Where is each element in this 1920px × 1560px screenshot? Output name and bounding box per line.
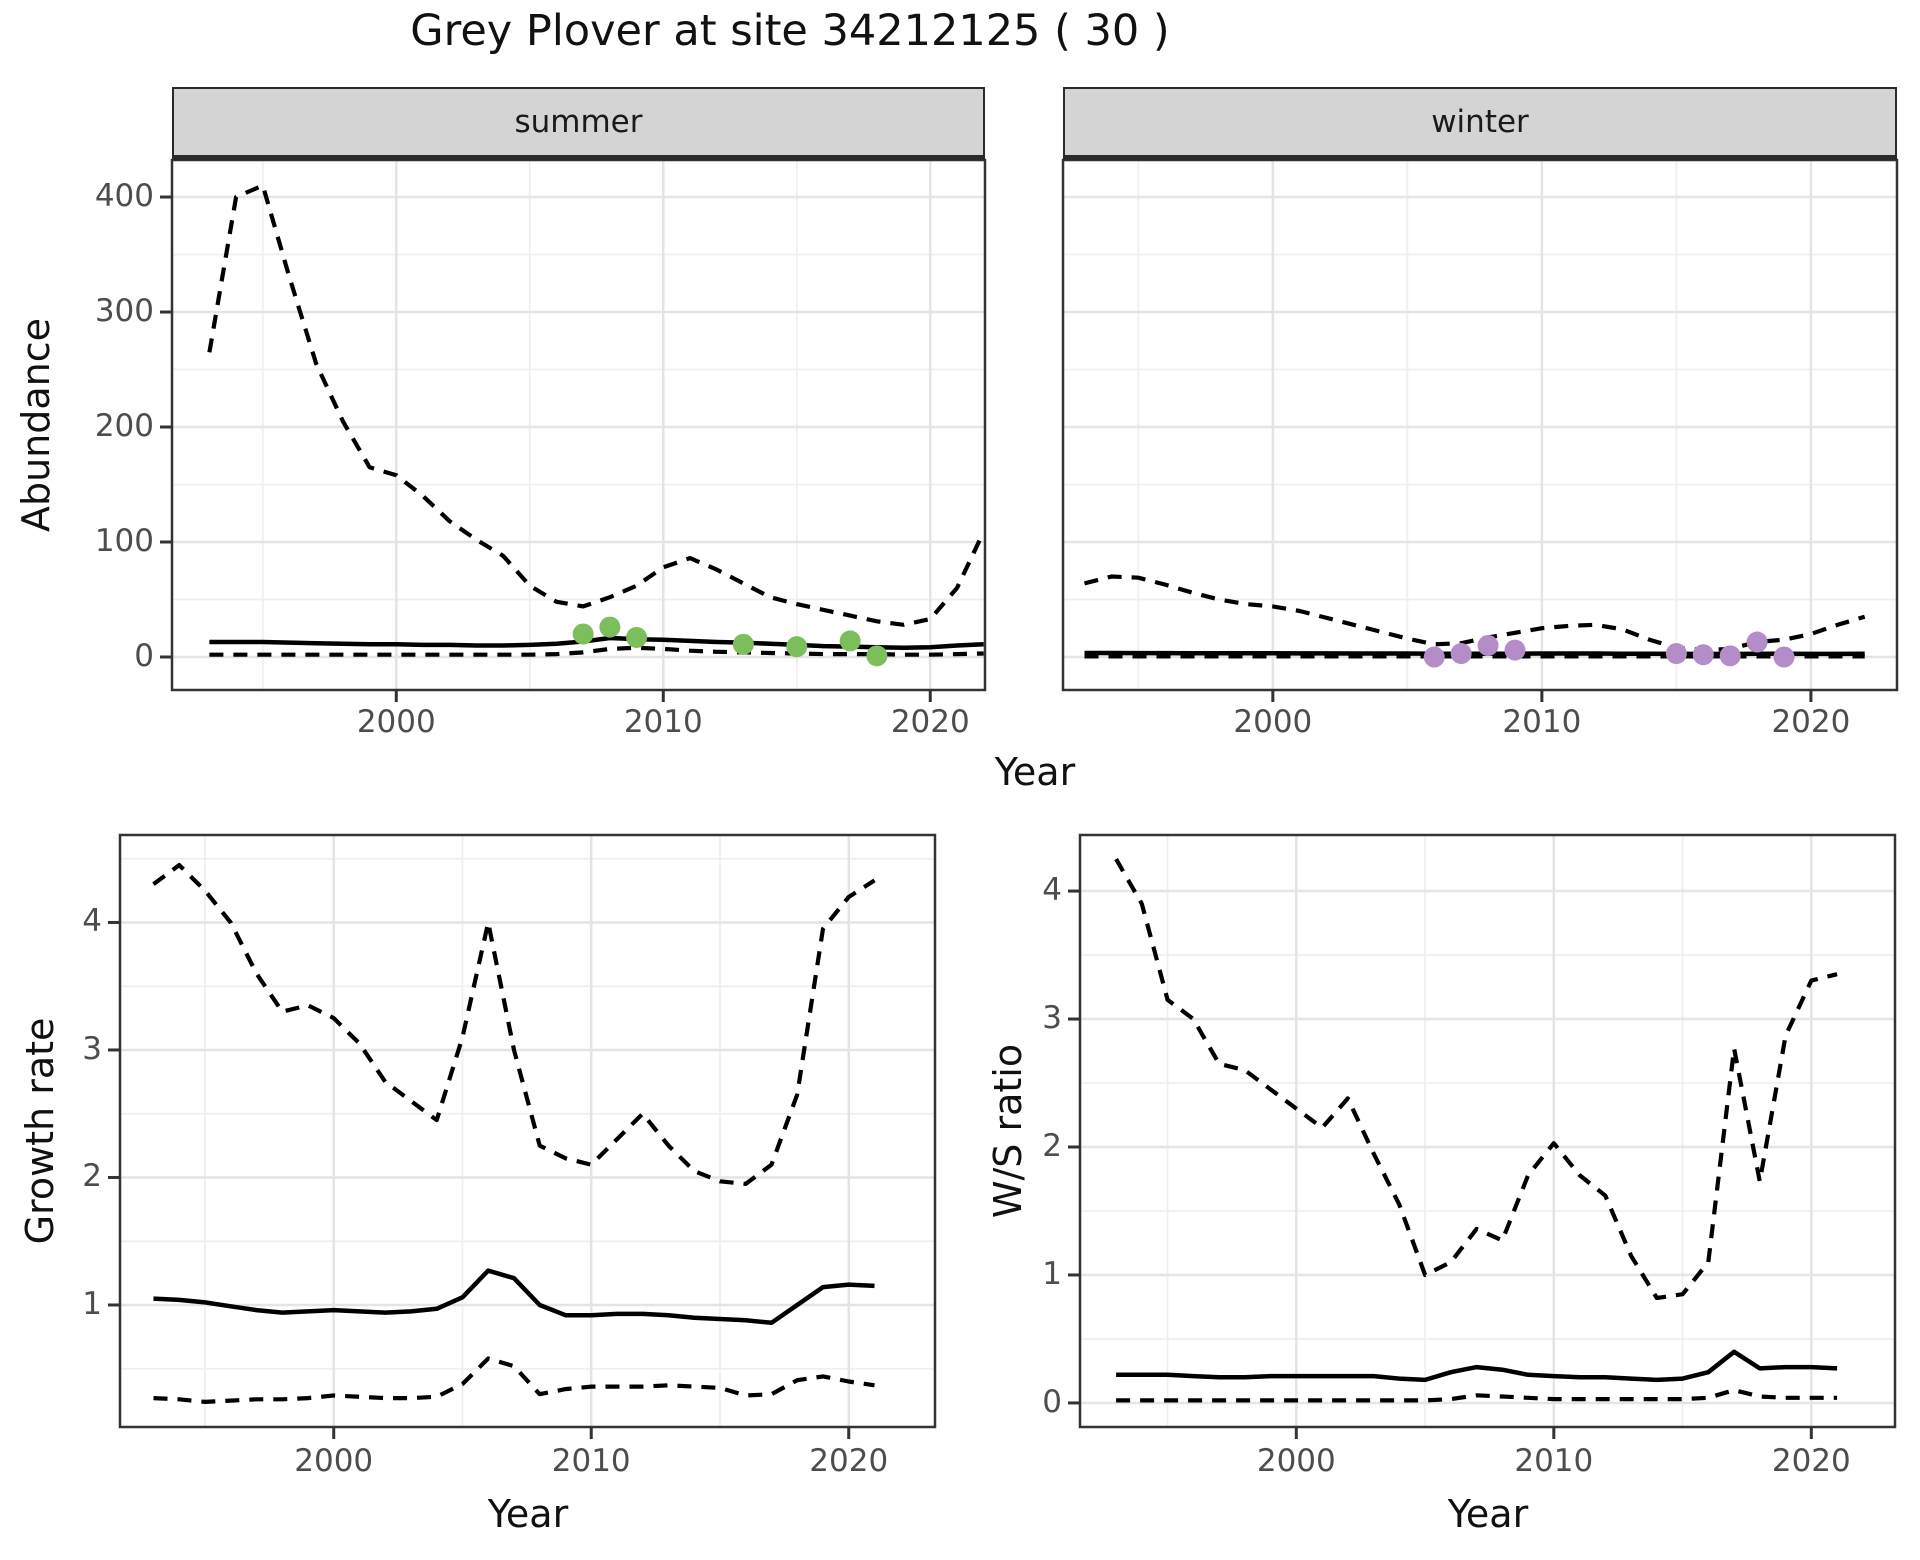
x-axis-title-top: Year xyxy=(994,750,1076,794)
y-tick-label: 3 xyxy=(82,1030,102,1067)
abundance_summer-data-point xyxy=(786,636,808,658)
panel-border xyxy=(1078,833,1897,1429)
x-tick-label: 2000 xyxy=(294,1443,374,1479)
y-tick-label: 2 xyxy=(1042,1127,1062,1164)
x-tick-label: 2010 xyxy=(1502,704,1582,740)
x-tick-label: 2020 xyxy=(809,1443,889,1479)
x-tick-label: 2000 xyxy=(1256,1443,1336,1479)
abundance_summer-data-point xyxy=(572,623,594,645)
abundance_summer-data-point xyxy=(732,633,754,655)
x-axis-title-ws: Year xyxy=(1447,1492,1529,1536)
abundance_winter-data-point xyxy=(1692,644,1714,666)
abundance_winter-data-point xyxy=(1773,646,1795,668)
abundance_summer-upper_95ci-line xyxy=(207,183,986,627)
abundance_winter-data-point xyxy=(1423,646,1445,668)
ws_ratio-median_fit-line xyxy=(1116,1349,1838,1383)
x-tick-label: 2000 xyxy=(356,704,436,740)
abundance_winter-data-point xyxy=(1477,634,1499,656)
chart-title: Grey Plover at site 34212125 ( 30 ) xyxy=(410,6,1170,56)
y-tick-label: 200 xyxy=(94,408,154,444)
abundance_winter-panel xyxy=(1061,158,1899,702)
y-tick-label: 2 xyxy=(82,1158,102,1195)
y-tick-label: 0 xyxy=(134,637,154,674)
abundance_winter-data-point xyxy=(1450,643,1472,665)
x-tick-label: 2020 xyxy=(890,704,970,740)
abundance_winter-data-point xyxy=(1665,643,1687,665)
ws_ratio-panel xyxy=(1068,833,1897,1439)
abundance_summer-panel xyxy=(160,158,987,702)
abundance_summer-data-point xyxy=(839,630,861,652)
panel-border xyxy=(118,833,937,1429)
x-tick-label: 2020 xyxy=(1771,1443,1851,1479)
ws_ratio-lower_95ci-line xyxy=(1116,1387,1838,1403)
ws_ratio-upper_95ci-line xyxy=(1114,858,1838,1301)
facet-strip-summer: summer xyxy=(172,87,985,160)
x-tick-label: 2000 xyxy=(1233,704,1313,740)
abundance_winter-median_fit-line xyxy=(1084,650,1865,657)
abundance_summer-data-point xyxy=(599,616,621,638)
x-tick-label: 2010 xyxy=(551,1443,631,1479)
growth_rate-upper_95ci-line xyxy=(152,862,876,1187)
panel-border xyxy=(170,158,987,692)
y-tick-label: 4 xyxy=(1042,872,1062,909)
facet-strip-winter: winter xyxy=(1063,87,1897,160)
y-tick-label: 300 xyxy=(94,293,154,330)
abundance_winter-data-point xyxy=(1504,639,1526,661)
y-tick-label: 1 xyxy=(82,1285,102,1322)
y-tick-label: 3 xyxy=(1042,1000,1062,1037)
abundance_summer-median_fit-line xyxy=(209,635,984,651)
x-tick-label: 2010 xyxy=(623,704,703,740)
facet-strip-summer-label: summer xyxy=(514,104,643,140)
y-tick-label: 0 xyxy=(1042,1383,1062,1420)
y-tick-label: 100 xyxy=(94,523,154,559)
y-tick-label: 400 xyxy=(94,178,154,215)
y-tick-label: 4 xyxy=(82,903,102,940)
y-tick-label: 1 xyxy=(1042,1255,1062,1292)
x-axis-title-growth: Year xyxy=(487,1492,569,1536)
x-tick-label: 2020 xyxy=(1771,704,1851,740)
growth_rate-panel xyxy=(108,833,937,1439)
abundance_summer-data-point xyxy=(626,626,648,648)
x-tick-label: 2010 xyxy=(1514,1443,1594,1479)
abundance_winter-upper_95ci-line xyxy=(1083,574,1866,653)
abundance_summer-data-point xyxy=(866,645,888,667)
facet-strip-winter-label: winter xyxy=(1431,104,1529,140)
growth_rate-median_fit-line xyxy=(153,1268,875,1326)
abundance_summer-lower_95ci-line xyxy=(209,645,984,657)
panel-border xyxy=(1061,158,1899,692)
y-axis-title-growth-rate: Growth rate xyxy=(18,1017,62,1245)
abundance_winter-data-point xyxy=(1719,645,1741,667)
growth_rate-lower_95ci-line xyxy=(153,1356,875,1405)
abundance_winter-data-point xyxy=(1746,631,1768,653)
